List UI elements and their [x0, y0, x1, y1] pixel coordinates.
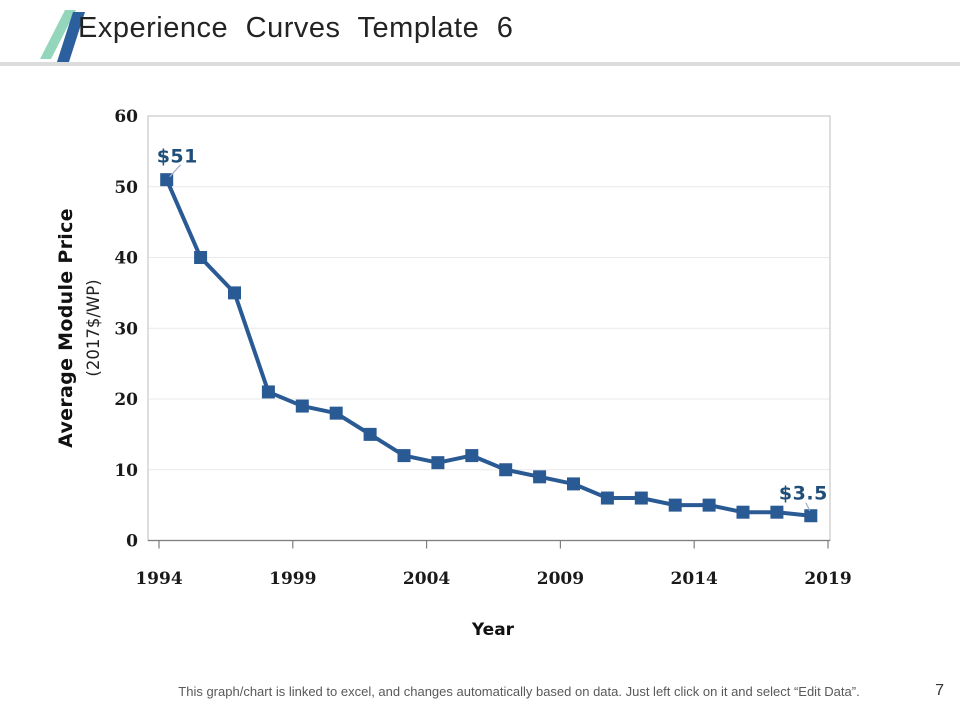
data-point: [397, 449, 411, 463]
data-point: [634, 491, 648, 505]
data-point: [736, 505, 750, 519]
data-point: [770, 505, 784, 519]
y-tick-label: 50: [114, 178, 138, 198]
x-tick-label: 2004: [403, 569, 450, 589]
logo: [40, 10, 85, 65]
x-tick-label: 1994: [135, 569, 182, 589]
data-point: [804, 509, 818, 523]
data-point: [499, 463, 513, 477]
data-point: [465, 449, 479, 463]
x-tick-label: 2009: [537, 569, 584, 589]
data-point: [431, 456, 445, 470]
y-axis-title: Average Module Price: [55, 208, 77, 448]
last-label-leader-line: [805, 502, 811, 512]
y-tick-label: 40: [114, 249, 138, 269]
y-tick-label: 60: [114, 107, 138, 127]
header-divider: [0, 62, 960, 66]
logo-stripe-blue-icon: [56, 12, 85, 65]
page-number: 7: [935, 682, 944, 699]
y-tick-label: 20: [114, 390, 138, 410]
data-point: [533, 470, 547, 484]
data-point: [668, 498, 682, 512]
y-tick-label: 30: [114, 319, 138, 339]
x-tick-label: 1999: [269, 569, 316, 589]
y-tick-label: 0: [126, 532, 138, 552]
data-point: [295, 399, 309, 413]
data-point: [363, 427, 377, 441]
x-tick-label: 2014: [671, 569, 718, 589]
data-point: [228, 286, 241, 300]
footer-note: This graph/chart is linked to excel, and…: [178, 684, 860, 699]
data-point: [600, 491, 614, 505]
data-point: [702, 498, 716, 512]
y-tick-label: 10: [114, 461, 138, 481]
data-point: [567, 477, 580, 491]
y-axis-subtitle: (2017$/WP): [84, 279, 103, 376]
x-tick-label: 2019: [804, 569, 851, 589]
page-title: Experience Curves Template 6: [78, 12, 514, 44]
first-label-leader-line: [169, 164, 182, 178]
logo-stripe-green-icon: [40, 10, 76, 59]
series-line: [164, 177, 813, 518]
first-point-label: $51: [157, 146, 198, 168]
data-point: [194, 251, 208, 264]
x-axis-title: Year: [471, 620, 515, 640]
last-point-label: $3.5: [779, 483, 828, 505]
data-point: [261, 385, 275, 399]
data-point: [329, 406, 343, 420]
